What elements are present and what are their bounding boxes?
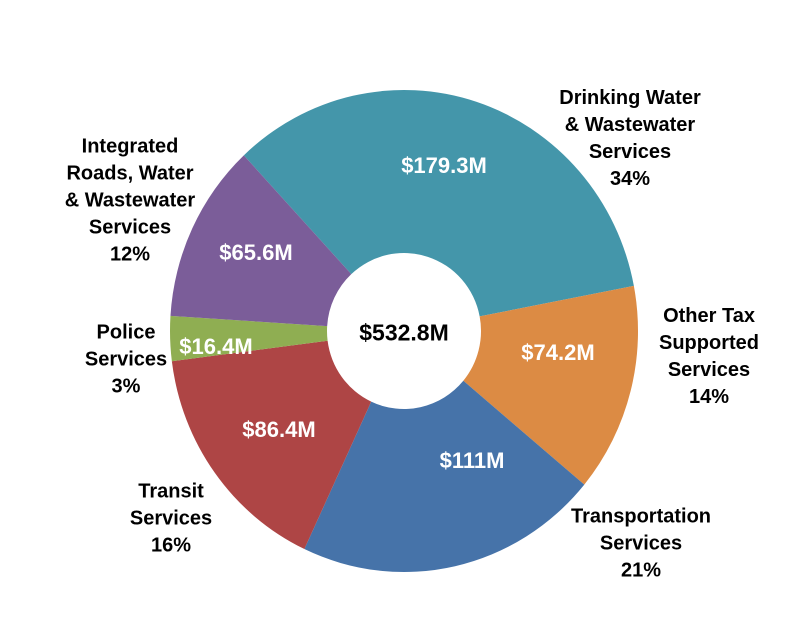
slice-drinking-water-wastewater	[243, 90, 634, 317]
value-label-police: $16.4M	[179, 334, 253, 359]
value-label-other-tax-supported: $74.2M	[521, 340, 595, 365]
slice-transportation	[304, 380, 585, 572]
value-label-integrated-roads-water-wastewater: $65.6M	[219, 240, 293, 265]
category-label-drinking-water-wastewater: Drinking Water & Wastewater Services 34%	[559, 87, 701, 190]
slice-other-tax-supported	[463, 285, 639, 485]
category-label-police: Police Services 3%	[84, 321, 168, 398]
value-label-transportation: $111M	[439, 448, 505, 473]
category-label-integrated-roads-water-wastewater: Integrated Roads, Water & Wastewater Ser…	[64, 135, 196, 266]
value-label-transit: $86.4M	[242, 417, 316, 442]
slice-integrated-roads-water-wastewater	[170, 155, 352, 327]
slice-transit	[171, 340, 372, 550]
category-label-other-tax-supported: Other Tax Supported Services 14%	[659, 305, 759, 408]
category-label-transportation: Transportation Services 21%	[570, 505, 712, 582]
category-label-transit: Transit Services 16%	[129, 480, 213, 557]
chart-total-label: $532.8M	[359, 319, 449, 346]
slice-police	[170, 315, 328, 362]
value-label-drinking-water-wastewater: $179.3M	[401, 153, 487, 178]
